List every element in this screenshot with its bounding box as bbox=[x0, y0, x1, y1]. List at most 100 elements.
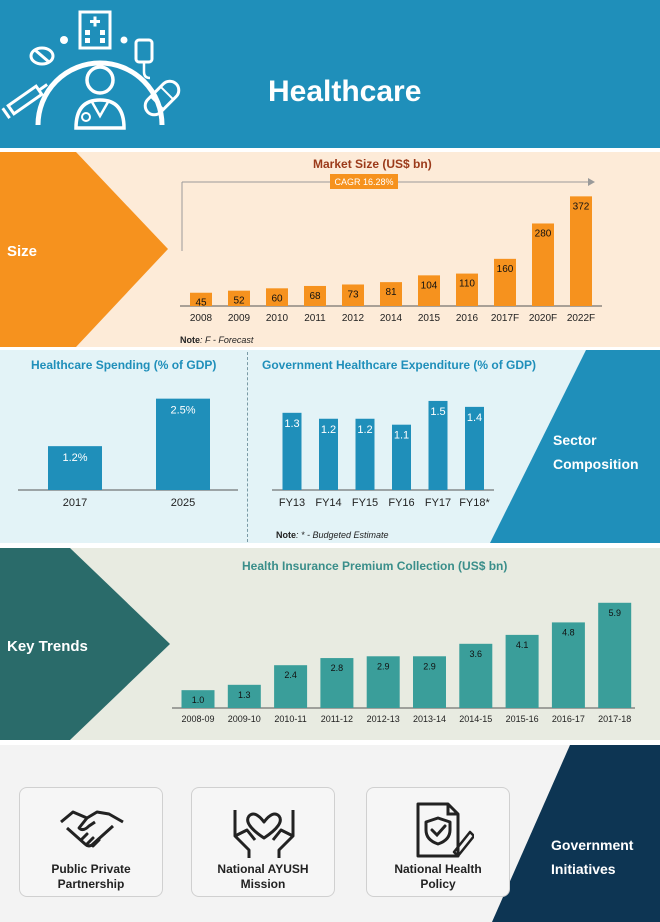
bar-2014-15 bbox=[459, 643, 493, 708]
bar-2012 bbox=[342, 284, 364, 306]
gov-expenditure-chart: 1.3 FY13 1.2 FY14 1.2 FY15 1.1 FY16 1.5 FY17 1.4 FY… bbox=[272, 400, 494, 509]
healthcare-doctor-icon bbox=[1, 10, 181, 130]
bar-FY13 bbox=[282, 412, 302, 490]
bar-2013-14 bbox=[413, 656, 446, 708]
tick-label-2011-12: 2011-12 bbox=[321, 714, 353, 724]
insurance-premium-chart: 1.0 2008-09 1.3 2009-10 2.4 2010-11 2.8 2011-12… bbox=[172, 602, 635, 724]
data-label-2011-12: 2.8 bbox=[331, 663, 344, 673]
bar-2011-12 bbox=[320, 658, 354, 708]
data-label-2020F: 280 bbox=[535, 228, 552, 239]
page-title: Healthcare bbox=[268, 75, 422, 108]
size-section-shape bbox=[0, 152, 168, 347]
bar-2009-10 bbox=[227, 684, 261, 708]
bar-2014 bbox=[380, 282, 402, 306]
bar-FY18* bbox=[465, 406, 484, 490]
tick-label-2014-15: 2014-15 bbox=[459, 714, 492, 724]
tick-label-2012-13: 2012-13 bbox=[367, 714, 400, 724]
hands-heart-icon bbox=[233, 810, 295, 858]
data-label-2009: 52 bbox=[233, 296, 245, 307]
card-public-private-partnership: Public Private Partnership bbox=[19, 787, 163, 897]
card-national-health-policy: National Health Policy bbox=[366, 787, 510, 897]
healthcare-spending-title: Healthcare Spending (% of GDP) bbox=[31, 358, 217, 372]
sector-composition-section: Sector Composition Healthcare Spending (… bbox=[0, 350, 660, 543]
tick-label-2017F: 2017F bbox=[491, 313, 519, 324]
tick-label-2015: 2015 bbox=[418, 313, 441, 324]
data-label-2009-10: 1.3 bbox=[238, 690, 251, 700]
section-divider bbox=[247, 352, 248, 542]
data-label-2016: 110 bbox=[459, 279, 475, 290]
data-label-2010-11: 2.4 bbox=[284, 670, 297, 680]
bar-2017-18 bbox=[598, 602, 632, 708]
tick-label-FY16: FY16 bbox=[388, 497, 414, 509]
sector-note: Note: * - Budgeted Estimate bbox=[276, 530, 389, 540]
tick-label-2015-16: 2015-16 bbox=[506, 714, 539, 724]
key-trends-label: Key Trends bbox=[7, 638, 88, 655]
gov-section-shape bbox=[492, 745, 660, 922]
tick-label-2009: 2009 bbox=[228, 313, 251, 324]
market-size-title: Market Size (US$ bn) bbox=[313, 157, 432, 171]
data-label-2016-17: 4.8 bbox=[562, 627, 575, 637]
bar-2011 bbox=[304, 285, 326, 306]
data-label-2025: 2.5% bbox=[170, 405, 195, 417]
data-label-2017F: 160 bbox=[497, 264, 514, 275]
data-label-2014-15: 3.6 bbox=[470, 649, 483, 659]
data-label-2012: 73 bbox=[347, 289, 359, 300]
tick-label-2020F: 2020F bbox=[529, 313, 557, 324]
insurance-premium-title: Health Insurance Premium Collection (US$… bbox=[242, 559, 508, 573]
trends-section-shape bbox=[0, 548, 170, 740]
data-label-FY13: 1.3 bbox=[284, 418, 299, 430]
data-label-2008: 45 bbox=[195, 298, 207, 309]
key-trends-section: Key Trends Health Insurance Premium Coll… bbox=[0, 548, 660, 740]
data-label-2010: 60 bbox=[271, 293, 283, 304]
data-label-2008-09: 1.0 bbox=[192, 695, 205, 705]
gov-section-label: Government Initiatives bbox=[551, 837, 634, 877]
policy-document-icon bbox=[416, 802, 474, 858]
gov-expenditure-title: Government Healthcare Expenditure (% of … bbox=[262, 358, 537, 372]
tick-label-2022F: 2022F bbox=[567, 313, 595, 324]
data-label-2017: 1.2% bbox=[62, 452, 87, 464]
tick-label-2016: 2016 bbox=[456, 313, 479, 324]
handshake-icon bbox=[60, 810, 124, 848]
bar-2022F bbox=[570, 196, 592, 306]
tick-label-FY15: FY15 bbox=[352, 497, 378, 509]
tick-label-2017: 2017 bbox=[63, 497, 87, 509]
tick-label-2010: 2010 bbox=[266, 313, 289, 324]
data-label-2011: 68 bbox=[309, 291, 321, 302]
bar-2020F bbox=[532, 223, 554, 306]
market-size-chart: CAGR 16.28% 45 2008 52 2009 60 2010 68 2011 73 20… bbox=[180, 174, 602, 324]
data-label-FY17: 1.5 bbox=[430, 406, 445, 418]
tick-label-2025: 2025 bbox=[171, 497, 195, 509]
bar-2012-13 bbox=[366, 656, 400, 708]
size-section-label: Size bbox=[7, 243, 38, 260]
bar-FY14 bbox=[319, 418, 338, 490]
tick-label-2009-10: 2009-10 bbox=[228, 714, 261, 724]
header-banner: Healthcare bbox=[0, 0, 660, 148]
government-initiatives-section: Government Initiatives Public Private Pa… bbox=[0, 745, 660, 922]
tick-label-2012: 2012 bbox=[342, 313, 365, 324]
tick-label-2008: 2008 bbox=[190, 313, 213, 324]
tick-label-FY17: FY17 bbox=[425, 497, 451, 509]
data-label-2017-18: 5.9 bbox=[608, 608, 621, 618]
healthcare-spending-chart: 1.2% 2017 2.5% 2025 bbox=[18, 398, 238, 509]
card-national-ayush-mission: National AYUSH Mission bbox=[191, 787, 335, 897]
bar-2008 bbox=[190, 292, 212, 306]
tick-label-2013-14: 2013-14 bbox=[413, 714, 446, 724]
data-label-FY18*: 1.4 bbox=[467, 412, 482, 424]
data-label-FY16: 1.1 bbox=[394, 430, 409, 442]
data-label-2012-13: 2.9 bbox=[377, 661, 390, 671]
bar-2025 bbox=[156, 398, 210, 490]
data-label-2015: 104 bbox=[421, 280, 438, 291]
bar-2008-09 bbox=[181, 690, 215, 708]
data-label-FY15: 1.2 bbox=[357, 424, 372, 436]
cagr-label: CAGR 16.28% bbox=[334, 177, 393, 187]
tick-label-2014: 2014 bbox=[380, 313, 403, 324]
data-label-2013-14: 2.9 bbox=[423, 661, 436, 671]
tick-label-FY14: FY14 bbox=[315, 497, 341, 509]
data-label-2014: 81 bbox=[385, 287, 397, 298]
bar-2017F bbox=[494, 258, 516, 306]
tick-label-2017-18: 2017-18 bbox=[598, 714, 631, 724]
bar-FY16 bbox=[392, 424, 411, 490]
tick-label-FY18*: FY18* bbox=[459, 497, 490, 509]
tick-label-2016-17: 2016-17 bbox=[552, 714, 585, 724]
